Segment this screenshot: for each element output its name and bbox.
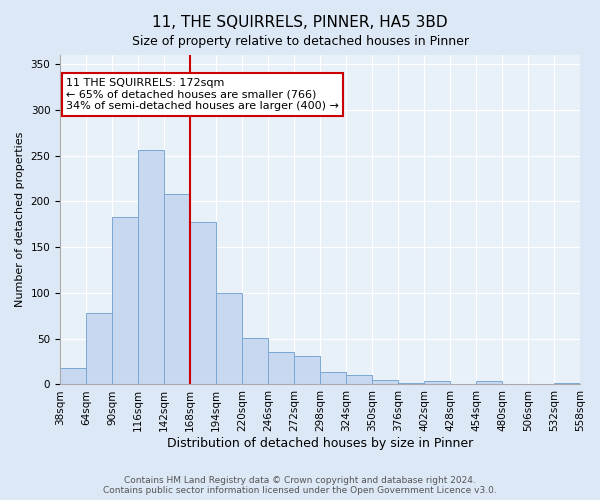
Bar <box>60 368 86 384</box>
Text: 11 THE SQUIRRELS: 172sqm
← 65% of detached houses are smaller (766)
34% of semi-: 11 THE SQUIRRELS: 172sqm ← 65% of detach… <box>66 78 339 111</box>
Bar <box>294 356 320 384</box>
Bar <box>320 372 346 384</box>
Bar <box>216 293 242 384</box>
Bar <box>346 376 372 384</box>
Text: 11, THE SQUIRRELS, PINNER, HA5 3BD: 11, THE SQUIRRELS, PINNER, HA5 3BD <box>152 15 448 30</box>
Text: Contains HM Land Registry data © Crown copyright and database right 2024.
Contai: Contains HM Land Registry data © Crown c… <box>103 476 497 495</box>
Bar <box>554 382 580 384</box>
Bar <box>164 194 190 384</box>
Bar <box>398 382 424 384</box>
Text: Size of property relative to detached houses in Pinner: Size of property relative to detached ho… <box>131 35 469 48</box>
Bar <box>86 313 112 384</box>
X-axis label: Distribution of detached houses by size in Pinner: Distribution of detached houses by size … <box>167 437 473 450</box>
Bar <box>112 217 138 384</box>
Bar <box>476 381 502 384</box>
Y-axis label: Number of detached properties: Number of detached properties <box>15 132 25 308</box>
Bar <box>268 352 294 384</box>
Bar <box>138 150 164 384</box>
Bar <box>372 380 398 384</box>
Bar <box>424 381 450 384</box>
Bar <box>242 338 268 384</box>
Bar <box>190 222 216 384</box>
